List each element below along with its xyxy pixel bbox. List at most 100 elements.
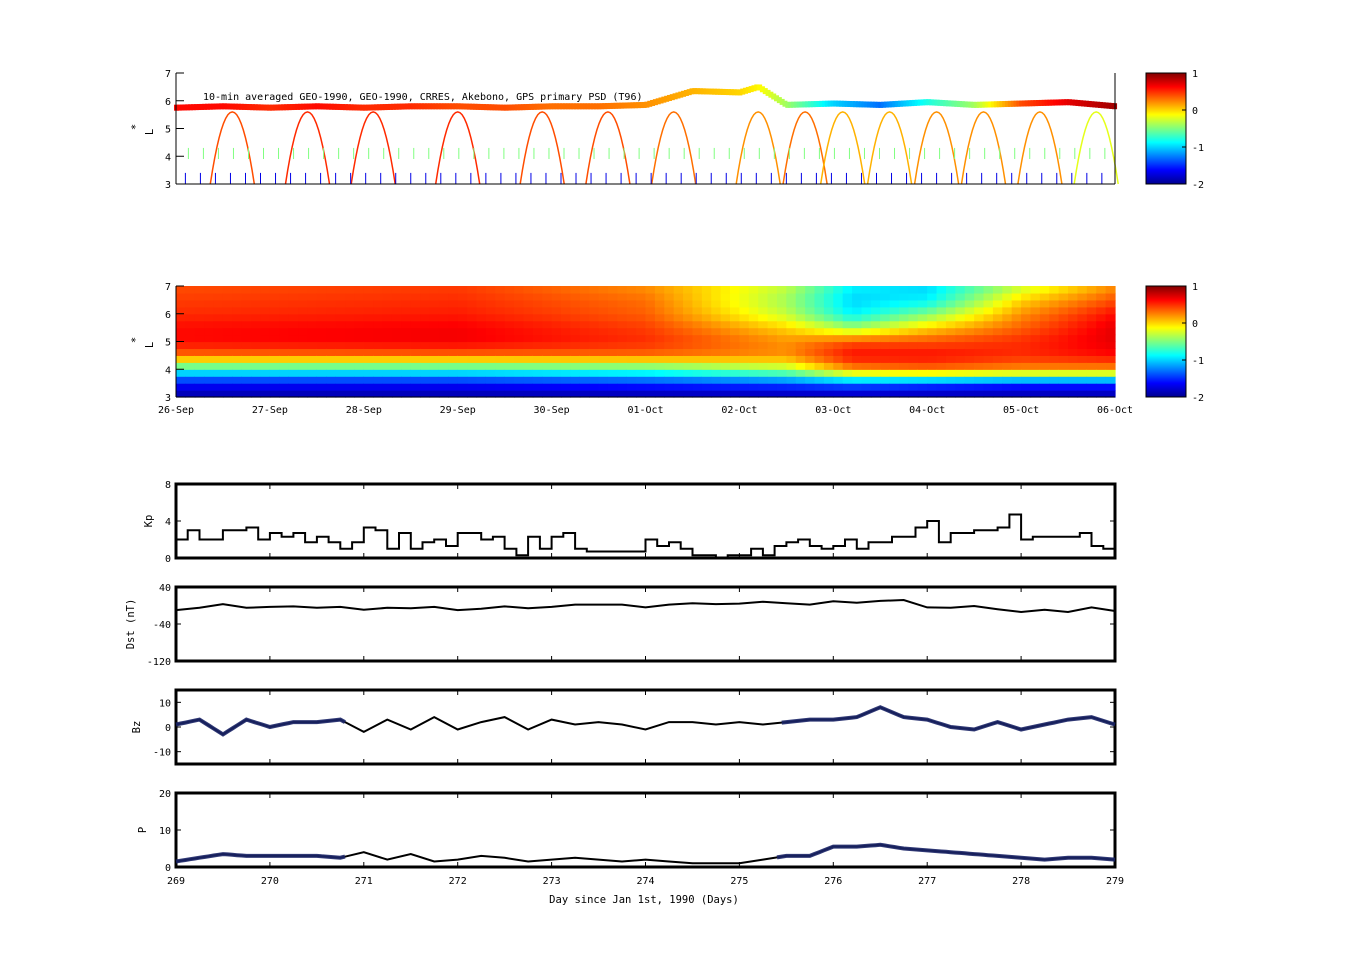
geo-track-point-230 (821, 100, 827, 107)
geo-track-point-45 (300, 103, 306, 110)
heat-cell-410 (410, 320, 421, 329)
heat-cell-1252 (908, 362, 919, 370)
heat-cell-620 (532, 306, 543, 315)
heat-cell-1178 (861, 320, 872, 329)
heat-cell-684 (570, 306, 581, 315)
heat-cell-676 (570, 362, 581, 370)
heat-cell-56 (204, 334, 215, 343)
heat-cell-646 (551, 348, 562, 356)
heat-cell-443 (429, 313, 440, 322)
heat-cell-401 (410, 383, 421, 391)
heat-cell-344 (373, 334, 384, 343)
geo-track-point-94 (438, 103, 444, 110)
heat-cell-245 (316, 355, 327, 363)
heat-cell-257 (326, 383, 337, 391)
heat-cell-655 (551, 286, 562, 294)
heat-cell-1251 (908, 369, 919, 377)
heat-cell-599 (523, 341, 534, 350)
heat-cell-1505 (1058, 383, 1069, 391)
heat-cell-1254 (908, 348, 919, 356)
heat-cell-838 (664, 348, 675, 356)
geo-track-point-131 (543, 103, 549, 110)
heat-cell-1097 (814, 327, 825, 336)
heat-cell-1556 (1086, 362, 1097, 370)
heat-cell-1034 (776, 320, 787, 329)
heat-cell-647 (551, 341, 562, 350)
heat-cell-1085 (805, 299, 816, 308)
heat-cell-479 (448, 286, 459, 294)
heat-cell-840 (664, 334, 675, 343)
heat-cell-1104 (823, 390, 834, 398)
heat-cell-788 (636, 362, 647, 370)
p2-ytick-label-0: 3 (165, 393, 171, 404)
heat-cell-598 (523, 348, 534, 356)
heat-cell-1176 (861, 334, 872, 343)
geo-track-point-95 (441, 103, 447, 110)
geo-track-point-160 (624, 102, 630, 109)
geo-track-point-284 (974, 101, 980, 108)
heat-cell-617 (532, 327, 543, 336)
heat-cell-872 (683, 334, 694, 343)
heat-cell-429 (420, 299, 431, 308)
heat-cell-1163 (852, 313, 863, 322)
geo-track-point-271 (937, 99, 943, 106)
heat-cell-224 (307, 390, 318, 398)
heat-cell-291 (345, 369, 356, 377)
heat-cell-298 (345, 320, 356, 329)
heat-cell-1500 (1049, 306, 1060, 315)
heat-cell-755 (617, 369, 628, 377)
p1-ytick-label-0: 3 (165, 180, 171, 191)
heat-cell-375 (391, 341, 402, 350)
heat-cell-932 (720, 362, 731, 370)
heat-cell-843 (664, 313, 675, 322)
heat-cell-295 (345, 341, 356, 350)
heat-cell-952 (730, 334, 740, 343)
geo-track-point-321 (1078, 100, 1084, 107)
heat-cell-1541 (1077, 355, 1088, 363)
heat-cell-568 (504, 334, 515, 343)
heat-cell-1334 (955, 348, 966, 356)
heat-cell-870 (683, 348, 694, 356)
heat-cell-704 (589, 390, 600, 398)
heat-cell-883 (692, 369, 703, 377)
heat-cell-1519 (1058, 286, 1069, 294)
heat-cell-140 (251, 306, 262, 315)
heat-cell-475 (448, 313, 459, 322)
geo-track-point-111 (486, 104, 492, 111)
heat-cell-1313 (945, 383, 956, 391)
heat-cell-59 (204, 313, 215, 322)
heat-cell-1442 (1021, 376, 1032, 384)
heat-cell-1278 (917, 292, 928, 301)
heat-cell-1095 (814, 341, 825, 350)
heat-cell-1484 (1039, 306, 1050, 315)
heat-cell-591 (514, 286, 525, 294)
heat-cell-547 (495, 369, 506, 377)
heat-cell-981 (748, 355, 759, 363)
heat-cell-362 (382, 320, 393, 329)
bz-ytick-label-0: -10 (153, 748, 171, 759)
heat-cell-541 (485, 299, 496, 308)
heat-cell-848 (673, 390, 684, 398)
heat-cell-1109 (823, 355, 834, 363)
geo-track-point-14 (213, 103, 219, 110)
heat-cell-415 (410, 286, 421, 294)
heat-cell-388 (401, 362, 412, 370)
heat-cell-630 (542, 348, 553, 356)
heat-cell-857 (673, 327, 684, 336)
heat-cell-383 (391, 286, 402, 294)
heat-cell-1483 (1039, 313, 1050, 322)
heat-cell-45 (194, 299, 205, 308)
heat-cell-1191 (870, 341, 881, 350)
heat-cell-1144 (842, 334, 853, 343)
heat-cell-1495 (1049, 341, 1060, 350)
heat-cell-1491 (1049, 369, 1060, 377)
heat-cell-722 (598, 376, 609, 384)
geo-track-point-315 (1061, 99, 1067, 106)
geo-track-point-313 (1055, 99, 1061, 106)
heat-cell-685 (570, 299, 581, 308)
heat-cell-1020 (767, 306, 778, 315)
heat-cell-449 (438, 383, 449, 391)
heat-cell-782 (626, 292, 637, 301)
heat-cell-1332 (955, 362, 966, 370)
